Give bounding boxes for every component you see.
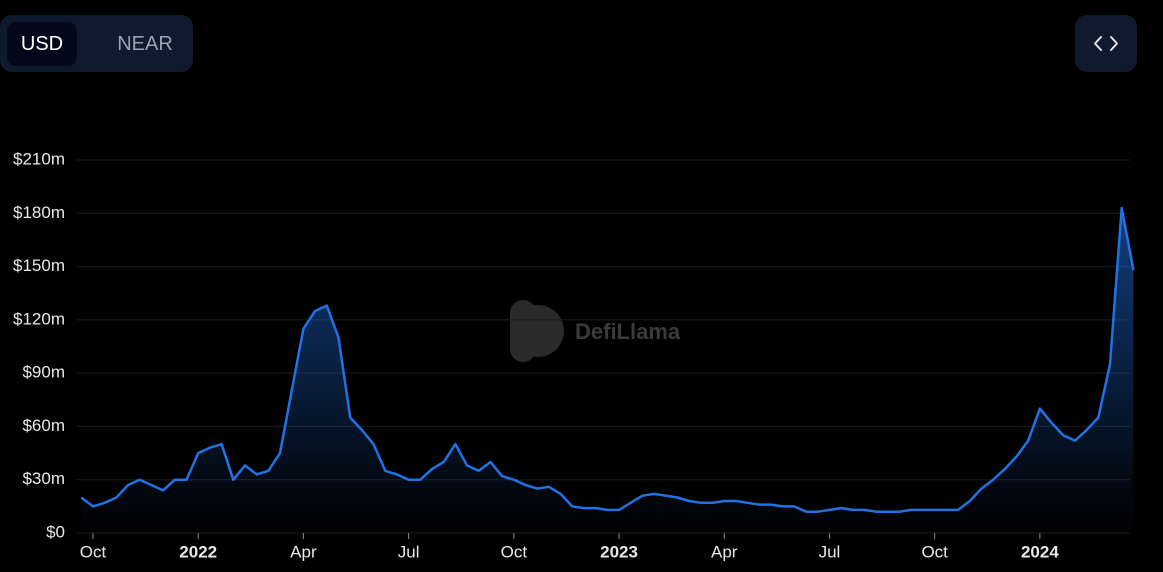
y-tick-label: $0 bbox=[46, 522, 65, 541]
y-tick-label: $180m bbox=[13, 203, 65, 222]
x-tick-label: Apr bbox=[290, 542, 317, 561]
y-tick-label: $60m bbox=[22, 416, 65, 435]
embed-button[interactable] bbox=[1075, 15, 1137, 72]
x-tick-label: 2023 bbox=[600, 542, 638, 561]
x-tick-label: Apr bbox=[711, 542, 738, 561]
y-tick-label: $90m bbox=[22, 363, 65, 382]
x-tick-label: Oct bbox=[921, 542, 948, 561]
x-tick-label: Oct bbox=[80, 542, 107, 561]
area bbox=[81, 208, 1134, 533]
embed-icon bbox=[1094, 36, 1118, 51]
currency-toggle: USD NEAR bbox=[0, 15, 193, 72]
x-tick-label: Jul bbox=[398, 542, 420, 561]
y-tick-label: $30m bbox=[22, 469, 65, 488]
y-tick-label: $210m bbox=[13, 149, 65, 168]
x-tick-label: 2024 bbox=[1021, 542, 1059, 561]
x-tick-label: 2022 bbox=[179, 542, 217, 561]
near-button[interactable]: NEAR bbox=[117, 33, 173, 55]
x-tick-label: Jul bbox=[819, 542, 841, 561]
watermark: DefiLlama bbox=[510, 300, 681, 362]
watermark-text: DefiLlama bbox=[575, 319, 681, 344]
line bbox=[80, 206, 1135, 513]
x-tick-label: Oct bbox=[501, 542, 528, 561]
y-tick-label: $150m bbox=[13, 256, 65, 275]
y-tick-label: $120m bbox=[13, 309, 65, 328]
usd-button[interactable]: USD bbox=[7, 22, 77, 66]
